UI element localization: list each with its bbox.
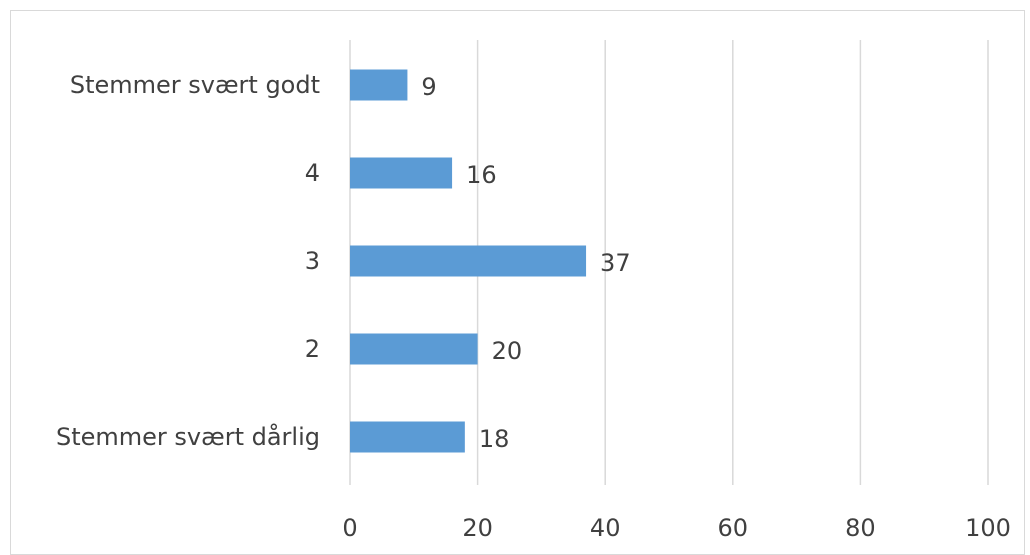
category-label: 3 [305, 247, 320, 275]
bars [350, 69, 587, 453]
x-tick-label: 0 [342, 514, 357, 542]
data-label: 18 [479, 425, 510, 453]
category-label: 2 [305, 335, 320, 363]
x-tick-label: 40 [590, 514, 621, 542]
x-tick-labels: 0 20 40 60 80 100 [342, 514, 1011, 542]
category-label: Stemmer svært godt [70, 71, 320, 99]
x-tick-label: 100 [965, 514, 1011, 542]
bar [350, 333, 478, 365]
data-label: 16 [466, 161, 497, 189]
bar [350, 69, 408, 101]
bar [350, 421, 465, 453]
category-label: Stemmer svært dårlig [56, 422, 320, 451]
category-labels: Stemmer svært godt 4 3 2 Stemmer svært dårli… [56, 71, 320, 451]
gridlines [349, 40, 989, 485]
bar [350, 157, 453, 189]
data-label: 37 [600, 249, 631, 277]
chart-frame [10, 10, 1025, 555]
category-label: 4 [305, 159, 320, 187]
x-tick-label: 80 [845, 514, 876, 542]
data-label: 9 [421, 73, 436, 101]
bar [350, 245, 587, 277]
data-labels: 9 16 37 20 18 [421, 73, 630, 453]
x-tick-label: 20 [462, 514, 493, 542]
x-tick-label: 60 [718, 514, 749, 542]
data-label: 20 [492, 337, 523, 365]
